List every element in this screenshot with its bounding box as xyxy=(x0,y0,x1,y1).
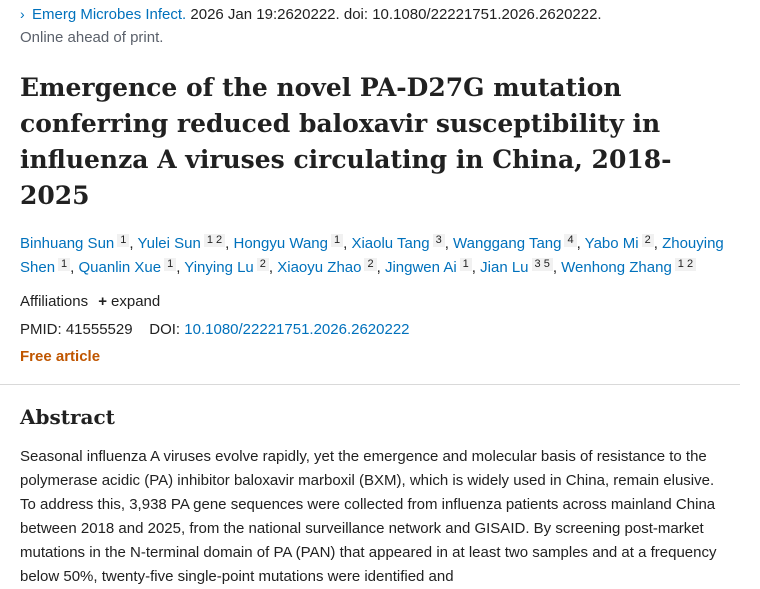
affiliation-number[interactable]: 2 xyxy=(641,234,654,247)
affiliation-number[interactable]: 1 xyxy=(164,258,177,271)
abstract-heading: Abstract xyxy=(20,405,115,429)
author-separator: , xyxy=(653,235,663,252)
expand-label: expand xyxy=(111,293,161,310)
author-link[interactable]: Hongyu Wang xyxy=(233,235,328,252)
pmid-label: PMID: xyxy=(20,321,62,338)
affiliation-number[interactable]: 1 2 xyxy=(674,258,697,271)
affiliations-row: Affiliations + expand xyxy=(20,292,740,312)
citation-details: 2026 Jan 19:2620222. doi: 10.1080/222217… xyxy=(186,6,602,23)
author-separator: , xyxy=(471,259,481,276)
journal-link[interactable]: Emerg Microbes Infect. xyxy=(32,6,187,23)
affiliation-number[interactable]: 1 2 xyxy=(203,234,226,247)
doi-link[interactable]: 10.1080/22221751.2026.2620222 xyxy=(184,321,410,338)
section-divider xyxy=(0,384,740,385)
affiliation-number[interactable]: 1 xyxy=(58,258,71,271)
article-page: › Emerg Microbes Infect. 2026 Jan 19:2620… xyxy=(0,4,760,589)
author-link[interactable]: Binhuang Sun xyxy=(20,235,115,252)
author-separator: , xyxy=(225,235,234,252)
author-separator: , xyxy=(552,259,562,276)
abstract-text: Seasonal influenza A viruses evolve rapi… xyxy=(20,448,717,585)
author-link[interactable]: Quanlin Xue xyxy=(78,259,162,276)
author-link[interactable]: Xiaolu Tang xyxy=(351,235,430,252)
author-separator: , xyxy=(444,235,454,252)
affiliation-number[interactable]: 1 xyxy=(330,234,344,247)
doi-label: DOI: xyxy=(149,321,181,338)
author-separator: , xyxy=(343,235,352,252)
author-link[interactable]: Xiaoyu Zhao xyxy=(277,259,362,276)
article-title: Emergence of the novel PA-D27G mutation … xyxy=(20,73,672,210)
author-link[interactable]: Jian Lu xyxy=(480,259,529,276)
affiliation-number[interactable]: 4 xyxy=(564,234,577,247)
affiliations-label: Affiliations xyxy=(20,293,89,310)
chevron-right-icon: › xyxy=(20,6,25,22)
author-separator: , xyxy=(70,259,79,276)
author-link[interactable]: Jingwen Ai xyxy=(384,259,457,276)
publication-status: Online ahead of print. xyxy=(20,29,164,46)
author-separator: , xyxy=(268,259,278,276)
affiliation-number[interactable]: 2 xyxy=(364,258,377,271)
author-link[interactable]: Wanggang Tang xyxy=(453,235,562,252)
affiliation-number[interactable]: 1 xyxy=(459,258,472,271)
affiliation-number[interactable]: 2 xyxy=(256,258,269,271)
author-link[interactable]: Yulei Sun xyxy=(137,235,201,252)
authors-list: Binhuang Sun 1, Yulei Sun 1 2, Hongyu Wang… xyxy=(20,232,740,280)
identifiers-row: PMID: 41555529 DOI: 10.1080/22221751.202… xyxy=(20,320,740,340)
author-link[interactable]: Zhouying Shen xyxy=(20,235,724,276)
pmid-value: 41555529 xyxy=(65,321,133,338)
author-link[interactable]: Wenhong Zhang xyxy=(561,259,672,276)
expand-affiliations-button[interactable]: + expand xyxy=(98,293,160,310)
author-link[interactable]: Yabo Mi xyxy=(584,235,639,252)
author-separator: , xyxy=(129,235,138,252)
author-separator: , xyxy=(576,235,585,252)
citation-line: › Emerg Microbes Infect. 2026 Jan 19:2620… xyxy=(20,4,740,25)
free-article-badge: Free article xyxy=(20,348,101,365)
author-separator: , xyxy=(176,259,185,276)
affiliation-number[interactable]: 3 5 xyxy=(531,258,553,271)
author-link[interactable]: Yinying Lu xyxy=(184,259,254,276)
plus-icon: + xyxy=(98,293,108,310)
affiliation-number[interactable]: 3 xyxy=(432,234,445,247)
affiliation-number[interactable]: 1 xyxy=(117,234,130,247)
author-separator: , xyxy=(376,259,385,276)
